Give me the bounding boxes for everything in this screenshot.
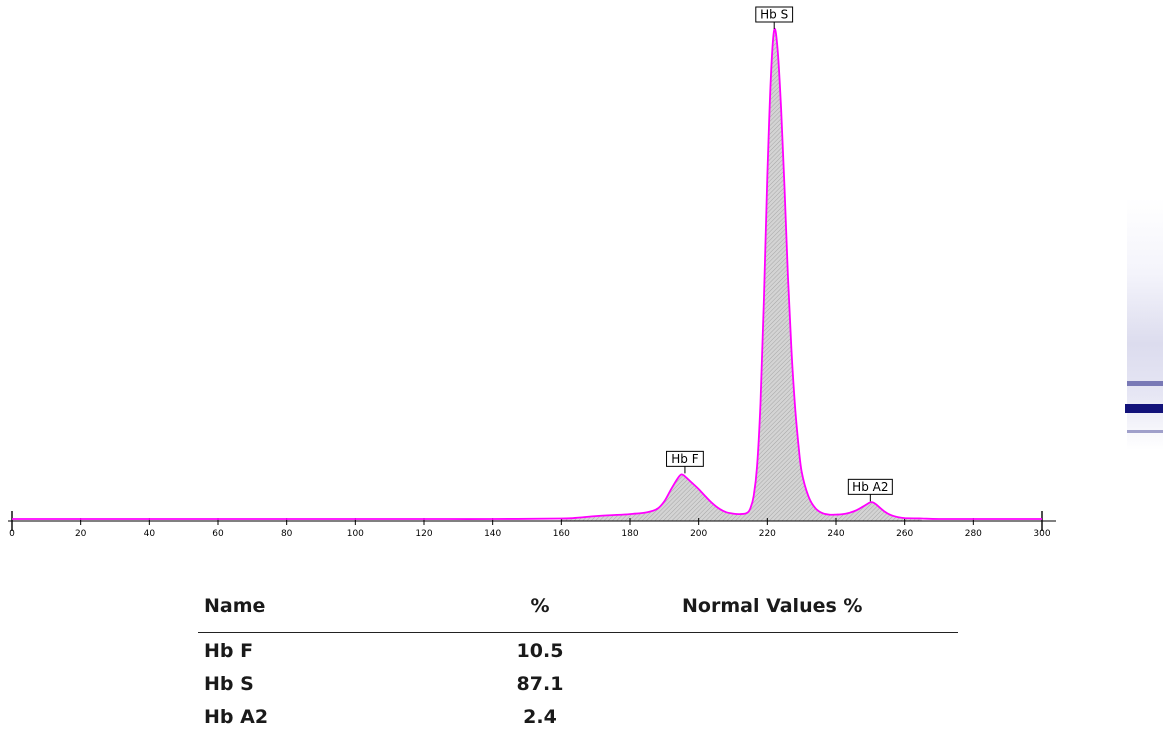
results-header: Name % Normal Values % xyxy=(198,588,958,633)
x-tick-label: 80 xyxy=(281,529,293,539)
peak-area-layer xyxy=(561,28,922,522)
x-axis: 0 20 40 60 80 100 120 140 160 180 200 220 240 260 280 3… xyxy=(8,511,1056,539)
row-name: Hb A2 xyxy=(204,706,269,728)
row-name: Hb F xyxy=(204,640,254,662)
row-percent: 10.5 xyxy=(516,640,564,662)
peak-label-text: Hb S xyxy=(760,8,788,22)
peak-annotations: Hb F Hb S Hb A2 xyxy=(666,6,893,502)
result-row-hb-f: Hb F 10.5 xyxy=(198,633,958,666)
x-tick-label: 20 xyxy=(75,529,87,539)
x-tick-label: 60 xyxy=(212,529,224,539)
result-row-hb-s: Hb S 87.1 xyxy=(198,666,958,699)
result-row-hb-a2: Hb A2 2.4 xyxy=(198,699,958,732)
results-table: Name % Normal Values % Hb F 10.5 Hb S 87… xyxy=(198,588,958,732)
x-tick-label: 240 xyxy=(827,529,844,539)
x-tick-label: 220 xyxy=(759,529,776,539)
row-percent: 2.4 xyxy=(523,706,557,728)
gel-band xyxy=(1125,404,1163,413)
peak-label-text: Hb A2 xyxy=(852,480,888,494)
gel-band xyxy=(1127,381,1163,386)
x-tick-label: 160 xyxy=(553,529,570,539)
peak-label-text: Hb F xyxy=(671,452,698,466)
x-tick-label: 300 xyxy=(1033,529,1050,539)
gel-band xyxy=(1127,430,1163,433)
header-name: Name xyxy=(204,595,266,617)
x-tick-label: 260 xyxy=(896,529,913,539)
curve-layer xyxy=(12,27,1042,520)
x-tick-label: 40 xyxy=(144,529,156,539)
peak-label: Hb A2 xyxy=(847,478,893,502)
x-tick-label: 180 xyxy=(621,529,638,539)
header-percent: % xyxy=(530,595,550,617)
x-tick-label: 280 xyxy=(965,529,982,539)
peak-area xyxy=(561,28,922,522)
peak-label: Hb S xyxy=(755,6,794,29)
series-line xyxy=(12,27,1042,520)
peak-label-box xyxy=(755,6,794,23)
gel-strip xyxy=(1125,198,1163,450)
x-tick-label: 100 xyxy=(347,529,364,539)
electropherogram-chart: 0 20 40 60 80 100 120 140 160 180 200 220 240 260 280 3… xyxy=(8,6,1163,539)
row-name: Hb S xyxy=(204,673,254,695)
x-tick-label: 200 xyxy=(690,529,707,539)
peak-label-box xyxy=(666,450,704,467)
header-normal-values: Normal Values % xyxy=(682,595,863,617)
x-tick-label: 140 xyxy=(484,529,501,539)
x-tick-label: 0 xyxy=(9,529,15,539)
row-percent: 87.1 xyxy=(516,673,564,695)
x-tick-label: 120 xyxy=(415,529,432,539)
peak-label-box xyxy=(847,478,893,495)
peak-label: Hb F xyxy=(666,450,704,474)
